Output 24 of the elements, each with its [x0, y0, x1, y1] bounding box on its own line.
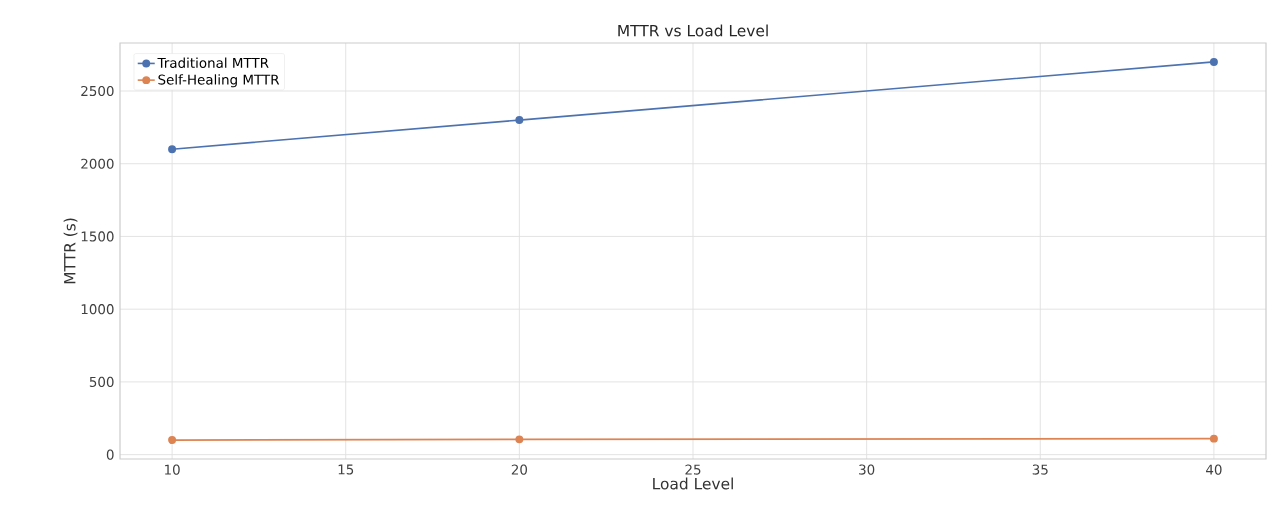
y-tick-label: 500 — [89, 376, 114, 387]
point — [168, 145, 177, 154]
point — [1209, 434, 1218, 443]
y-tick-label: 2000 — [81, 158, 114, 169]
x-tick-label: 25 — [685, 464, 701, 475]
point — [515, 435, 524, 444]
x-tick-label: 35 — [1032, 464, 1048, 475]
point — [515, 116, 524, 125]
chart-title: MTTR vs Load Level — [618, 24, 768, 37]
y-axis-title: MTTR (s) — [63, 218, 78, 284]
y-tick-label: 0 — [106, 449, 114, 460]
point — [168, 436, 177, 445]
legend-label: Traditional MTTR — [157, 57, 269, 68]
y-tick-label: 1000 — [81, 304, 114, 315]
y-tick-label: 2500 — [81, 85, 114, 97]
x-tick-label: 30 — [859, 464, 875, 475]
legend-label: Self-Healing MTTR — [158, 74, 280, 88]
x-tick-label: 20 — [511, 464, 528, 475]
x-tick-label: 15 — [338, 464, 354, 475]
x-tick-label: 10 — [165, 464, 180, 475]
x-tick-label: 40 — [1206, 464, 1222, 475]
point — [1209, 57, 1218, 66]
x-axis-title: Load Level — [653, 477, 733, 490]
y-tick-label: 1500 — [81, 231, 114, 242]
